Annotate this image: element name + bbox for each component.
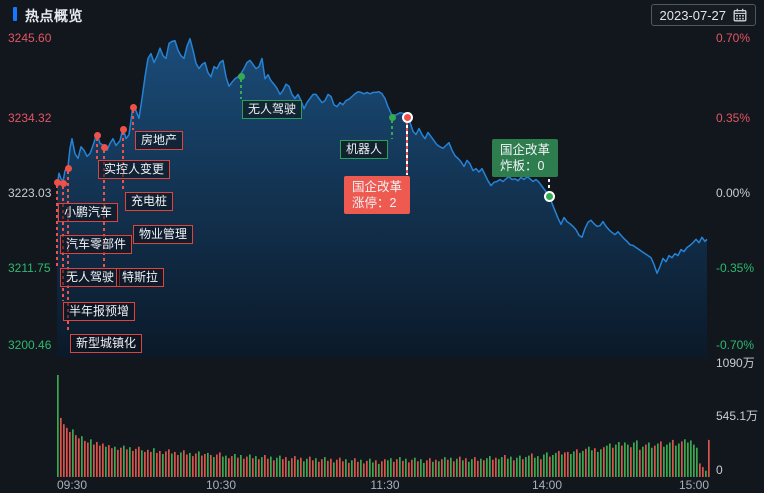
title-accent-bar	[13, 7, 17, 21]
y-axis-right-label: 0.35%	[716, 111, 751, 125]
hot-topic-label[interactable]: 无人驾驶	[242, 100, 303, 119]
x-axis-time-label: 10:30	[205, 478, 237, 492]
y-axis-left-label: 3211.75	[8, 261, 51, 275]
event-marker	[59, 179, 67, 187]
hot-topic-label[interactable]: 无人驾驶	[60, 268, 121, 287]
event-marker	[53, 178, 61, 186]
event-marker	[93, 131, 101, 139]
hot-topic-label[interactable]: 国企改革 涨停：2	[344, 176, 411, 214]
hot-topic-label[interactable]: 物业管理	[133, 225, 194, 244]
hot-topic-label[interactable]: 房地产	[135, 131, 184, 150]
volume-axis-label: 1090万	[716, 356, 755, 370]
date-picker[interactable]: 2023-07-27	[650, 4, 756, 26]
annotation-connector	[406, 122, 408, 175]
hot-topic-label[interactable]: 国企改革 炸板：0	[492, 139, 559, 177]
event-marker	[100, 143, 108, 151]
y-axis-left-label: 3245.60	[8, 31, 52, 45]
x-axis-time-label: 11:30	[370, 478, 400, 492]
annotation-connector	[132, 110, 134, 130]
hot-topic-label[interactable]: 新型城镇化	[70, 334, 143, 353]
volume-axis-label: 0	[716, 463, 723, 477]
hot-topic-label[interactable]: 小鹏汽车	[58, 203, 119, 222]
volume-axis-label: 545.1万	[716, 409, 759, 423]
hot-topic-label[interactable]: 机器人	[340, 140, 389, 159]
annotation-connector	[56, 185, 58, 267]
y-axis-left-label: 3200.46	[8, 338, 52, 352]
event-marker	[237, 72, 245, 80]
annotation-connector	[96, 138, 98, 159]
annotation-connector	[548, 173, 550, 193]
event-marker	[119, 125, 127, 133]
y-axis-right-label: -0.70%	[716, 338, 755, 352]
y-axis-right-label: 0.00%	[716, 186, 751, 200]
panel-header: 热点概览 2023-07-27	[0, 0, 764, 28]
y-axis-left-label: 3234.32	[8, 111, 52, 125]
x-axis-time-label: 15:00	[678, 478, 710, 492]
hot-topic-label[interactable]: 充电桩	[125, 192, 174, 211]
hot-topic-label[interactable]: 汽车零部件	[60, 235, 133, 254]
calendar-icon	[733, 8, 747, 22]
page-title: 热点概览	[25, 8, 83, 24]
y-axis-right-label: -0.35%	[716, 261, 755, 275]
price-line	[56, 37, 708, 275]
event-marker	[388, 113, 396, 121]
y-axis-right-label: 0.70%	[716, 31, 751, 45]
event-marker	[64, 164, 72, 172]
volume-bars	[57, 375, 710, 477]
x-axis-time-label: 14:00	[531, 478, 563, 492]
event-marker	[543, 190, 555, 202]
date-value: 2023-07-27	[659, 7, 727, 23]
y-axis-left-label: 3223.03	[8, 186, 52, 200]
hot-topic-label[interactable]: 半年报预增	[63, 302, 136, 321]
annotation-connector	[240, 79, 242, 99]
hot-topic-label[interactable]: 实控人变更	[98, 160, 171, 179]
annotation-connector	[391, 120, 393, 139]
x-axis-time-label: 09:30	[56, 478, 88, 492]
event-marker	[401, 111, 413, 123]
hot-topic-label[interactable]: 特斯拉	[116, 268, 165, 287]
event-marker	[129, 103, 137, 111]
